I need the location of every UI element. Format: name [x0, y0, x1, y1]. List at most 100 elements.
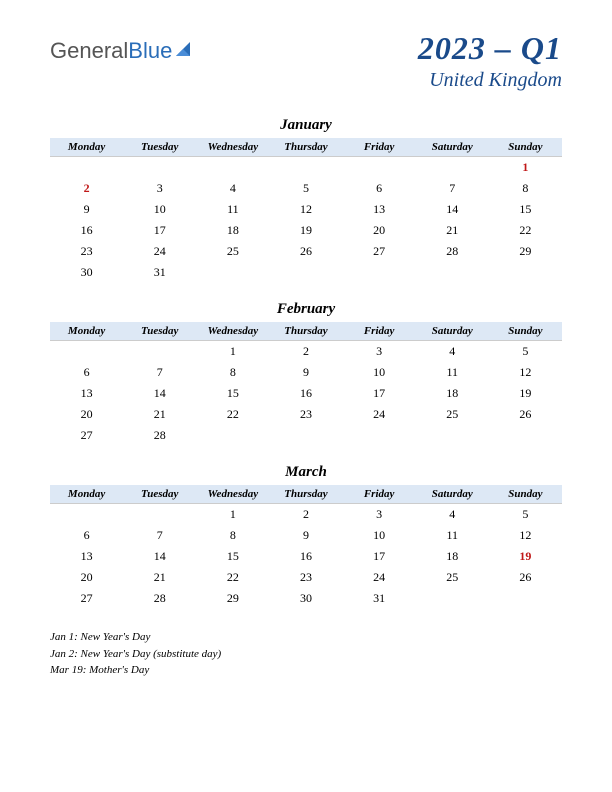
calendar-cell: 2 [50, 178, 123, 199]
calendar-row: 6789101112 [50, 362, 562, 383]
calendar-cell: 21 [123, 567, 196, 588]
calendar-cell [123, 341, 196, 363]
page-title: 2023 – Q1 [418, 30, 562, 67]
calendar-row: 2345678 [50, 178, 562, 199]
month-block: JanuaryMondayTuesdayWednesdayThursdayFri… [50, 117, 562, 283]
weekday-header: Thursday [269, 485, 342, 504]
calendar-cell [50, 504, 123, 526]
calendar-cell: 10 [343, 525, 416, 546]
weekday-header: Wednesday [196, 322, 269, 341]
calendar-cell: 9 [269, 525, 342, 546]
month-name: January [50, 117, 562, 134]
weekday-header: Monday [50, 485, 123, 504]
calendar-cell: 2 [269, 504, 342, 526]
calendar-cell: 1 [196, 341, 269, 363]
month-name: March [50, 464, 562, 481]
calendar-row: 6789101112 [50, 525, 562, 546]
weekday-header: Friday [343, 322, 416, 341]
calendar-cell: 14 [416, 199, 489, 220]
calendar-cell: 27 [343, 241, 416, 262]
calendar-cell: 27 [50, 588, 123, 609]
calendar-cell: 27 [50, 425, 123, 446]
calendar-cell: 11 [196, 199, 269, 220]
calendar-cell: 18 [416, 546, 489, 567]
calendar-cell: 16 [269, 546, 342, 567]
calendar-cell: 26 [489, 567, 562, 588]
calendar-cell [489, 262, 562, 283]
weekday-header: Friday [343, 138, 416, 157]
holiday-entry: Jan 2: New Year's Day (substitute day) [50, 646, 562, 663]
calendar-cell: 15 [196, 383, 269, 404]
calendar-cell: 16 [269, 383, 342, 404]
calendar-row: 13141516171819 [50, 546, 562, 567]
holiday-entry: Jan 1: New Year's Day [50, 629, 562, 646]
calendar-cell: 5 [489, 341, 562, 363]
weekday-header: Wednesday [196, 138, 269, 157]
calendar-cell: 25 [196, 241, 269, 262]
calendar-cell: 29 [196, 588, 269, 609]
calendar-cell: 26 [269, 241, 342, 262]
calendar-cell: 30 [50, 262, 123, 283]
calendar-cell: 3 [343, 504, 416, 526]
calendar-cell: 1 [489, 157, 562, 179]
weekday-header: Tuesday [123, 138, 196, 157]
page-subtitle: United Kingdom [418, 69, 562, 92]
calendar-row: 2728 [50, 425, 562, 446]
calendar-cell: 9 [269, 362, 342, 383]
calendar-cell: 19 [489, 546, 562, 567]
calendar-cell: 18 [416, 383, 489, 404]
calendar-cell: 21 [416, 220, 489, 241]
calendar-cell: 17 [343, 383, 416, 404]
calendar-row: 3031 [50, 262, 562, 283]
logo: GeneralBlue [50, 38, 192, 64]
calendar-cell [50, 157, 123, 179]
calendar-cell: 24 [343, 567, 416, 588]
calendar-cell: 25 [416, 567, 489, 588]
month-name: February [50, 301, 562, 318]
calendar-cell: 9 [50, 199, 123, 220]
calendar-cell: 10 [343, 362, 416, 383]
calendar-cell: 6 [343, 178, 416, 199]
calendar-cell: 18 [196, 220, 269, 241]
calendar-cell: 20 [343, 220, 416, 241]
calendar-cell: 14 [123, 546, 196, 567]
weekday-header: Monday [50, 322, 123, 341]
calendar-cell: 5 [489, 504, 562, 526]
weekday-header: Thursday [269, 138, 342, 157]
calendar-cell: 3 [123, 178, 196, 199]
calendar-cell: 5 [269, 178, 342, 199]
calendar-cell: 28 [123, 425, 196, 446]
month-block: February MondayTuesdayWednesdayThursdayFr… [50, 301, 562, 446]
calendar-cell: 16 [50, 220, 123, 241]
calendar-cell [343, 262, 416, 283]
calendar-cell [269, 262, 342, 283]
calendar-cell [196, 262, 269, 283]
calendar-cell: 6 [50, 362, 123, 383]
month-block: MarchMondayTuesdayWednesdayThursdayFrida… [50, 464, 562, 609]
calendar-cell [416, 157, 489, 179]
calendar-cell: 2 [269, 341, 342, 363]
calendar-cell: 20 [50, 404, 123, 425]
calendar-cell: 12 [489, 525, 562, 546]
calendar-cell: 20 [50, 567, 123, 588]
calendar-row: 23242526272829 [50, 241, 562, 262]
weekday-header: Wednesday [196, 485, 269, 504]
calendar-row: 20212223242526 [50, 567, 562, 588]
calendar-cell [343, 425, 416, 446]
calendar-cell: 1 [196, 504, 269, 526]
calendar-cell: 31 [123, 262, 196, 283]
calendar-table: MondayTuesdayWednesdayThursdayFridaySatu… [50, 322, 562, 446]
weekday-header: Sunday [489, 485, 562, 504]
calendar-cell: 22 [196, 567, 269, 588]
calendar-cell [416, 425, 489, 446]
calendar-cell: 8 [489, 178, 562, 199]
calendar-cell: 23 [269, 567, 342, 588]
calendar-row: 13141516171819 [50, 383, 562, 404]
calendar-cell [489, 425, 562, 446]
calendar-cell [196, 425, 269, 446]
calendar-cell: 17 [343, 546, 416, 567]
weekday-header: Saturday [416, 485, 489, 504]
calendar-cell: 13 [343, 199, 416, 220]
calendar-cell [123, 157, 196, 179]
calendar-cell: 26 [489, 404, 562, 425]
